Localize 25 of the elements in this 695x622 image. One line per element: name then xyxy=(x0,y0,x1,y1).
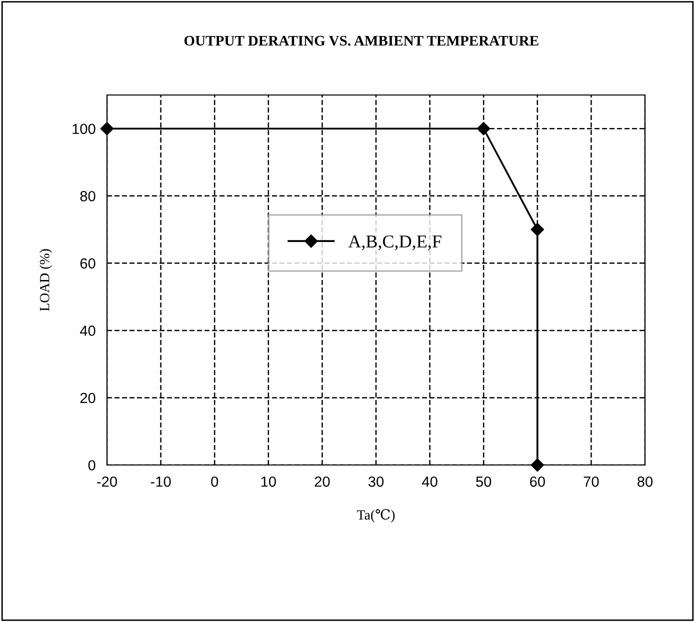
x-tick-label: 10 xyxy=(261,476,276,487)
x-tick-label: 60 xyxy=(530,476,545,487)
y-tick-label: 0 xyxy=(88,460,96,470)
y-axis-title: LOAD (%) xyxy=(40,249,52,312)
chart-title: OUTPUT DERATING VS. AMBIENT TEMPERATURE xyxy=(184,36,538,46)
point xyxy=(530,222,544,236)
x-axis-title: Ta(℃) xyxy=(357,509,395,522)
y-tick-label: 20 xyxy=(80,392,96,404)
point xyxy=(100,122,114,136)
y-tick-label: 40 xyxy=(80,326,96,336)
x-tick-label: 30 xyxy=(368,476,384,487)
x-tick-label: 80 xyxy=(638,476,653,487)
legend-label: A,B,C,D,E,F xyxy=(348,235,442,250)
x-tick-label: 20 xyxy=(314,476,330,487)
y-tick-label: 60 xyxy=(80,258,96,269)
x-tick-label: 50 xyxy=(476,476,492,487)
point xyxy=(530,458,544,472)
y-tick-label: 100 xyxy=(72,124,96,134)
x-tick-label: -10 xyxy=(150,476,171,487)
x-tick-label: -20 xyxy=(97,476,117,487)
x-tick-label: 0 xyxy=(211,476,218,487)
x-tick-label: 70 xyxy=(584,476,599,487)
point xyxy=(477,122,490,136)
x-tick-label: 40 xyxy=(422,476,438,487)
y-tick-label: 80 xyxy=(80,191,96,202)
